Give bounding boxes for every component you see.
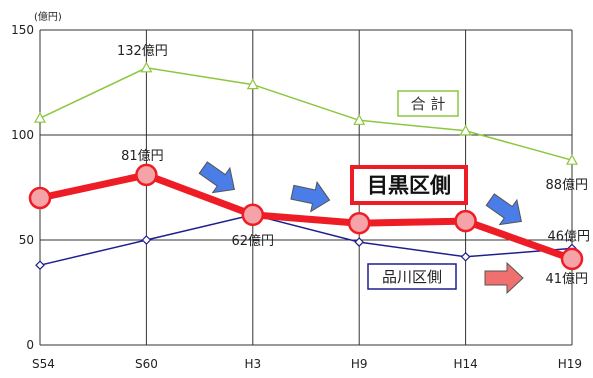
point-shinagawa [354, 237, 365, 247]
legend-label: 合 計 [411, 95, 446, 113]
point-total [565, 153, 579, 165]
data-label: 88億円 [545, 177, 588, 193]
y-tick-label: 50 [19, 233, 34, 247]
trend-arrow-icon [485, 193, 522, 226]
legend-box [397, 90, 459, 117]
data-labels: 132億円 81億円 62億円 88億円 46億円 41億円 [117, 43, 590, 287]
point-shinagawa [141, 235, 152, 245]
y-axis-ticks: 0 50 100 150 [11, 23, 34, 352]
x-tick-label: H19 [558, 357, 582, 371]
unit-label: (億円) [34, 10, 62, 23]
data-label: 62億円 [232, 233, 275, 249]
legend-meguro: 目黒区側 [350, 165, 468, 205]
x-tick-label: H14 [453, 357, 477, 371]
trend-arrows [198, 161, 524, 295]
point-total [353, 114, 366, 125]
point-shinagawa [460, 251, 471, 262]
trend-arrow-icon [290, 180, 331, 213]
x-tick-label: H9 [351, 357, 368, 371]
trend-arrow-icon [484, 261, 524, 295]
series-line-total [39, 67, 573, 161]
y-tick-label: 150 [11, 23, 34, 37]
series-lines [28, 61, 584, 271]
point-meguro [135, 163, 158, 187]
legend-shinagawa: 品川区側 [367, 263, 457, 290]
legend-label: 目黒区側 [367, 174, 451, 198]
arrow-shape [485, 193, 522, 226]
point-total [33, 111, 47, 123]
data-label: 41億円 [545, 271, 588, 287]
series-line-meguro [39, 171, 574, 263]
data-label: 81億円 [121, 148, 164, 164]
point-meguro [241, 203, 265, 227]
legend-box [367, 263, 457, 290]
series-line-shinagawa [39, 214, 573, 266]
arrow-shape [198, 161, 235, 194]
arrow-shape [290, 180, 331, 213]
data-label: 132億円 [117, 43, 168, 59]
point-total [246, 78, 259, 90]
x-tick-label: S60 [135, 357, 158, 371]
point-meguro [28, 186, 52, 210]
y-tick-label: 0 [26, 338, 34, 352]
data-label: 46億円 [547, 228, 590, 244]
point-total [459, 124, 472, 136]
point-meguro [454, 209, 477, 233]
legend-label: 品川区側 [382, 268, 442, 286]
x-tick-label: H3 [244, 357, 261, 371]
point-total [140, 61, 153, 73]
point-shinagawa [35, 260, 45, 271]
x-axis-ticks: S54 S60 H3 H9 H14 H19 [32, 357, 582, 371]
x-tick-label: S54 [32, 357, 55, 371]
point-meguro [560, 247, 584, 271]
legend-total: 合 計 [397, 90, 459, 117]
trend-arrow-icon [198, 161, 235, 194]
arrow-shape [484, 261, 524, 295]
point-meguro [347, 211, 371, 235]
legend-box [350, 165, 468, 205]
y-tick-label: 100 [11, 128, 34, 142]
